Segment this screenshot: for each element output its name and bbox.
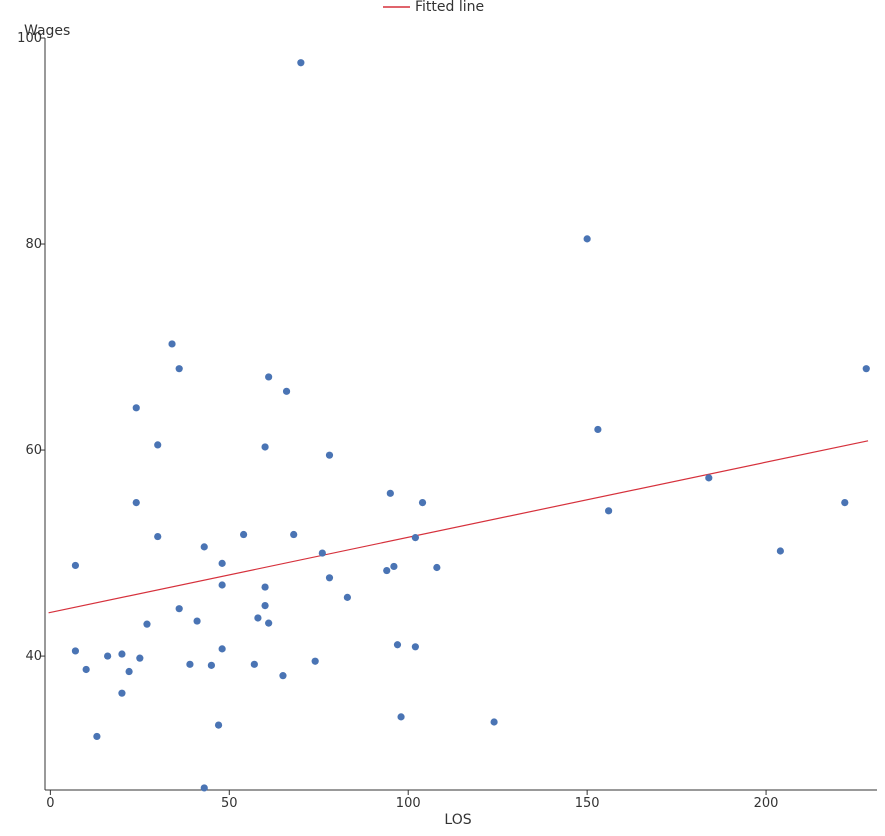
scatter-point xyxy=(776,547,784,555)
x-axis-title: LOS xyxy=(444,812,471,828)
scatter-point xyxy=(214,721,223,729)
scatter-point xyxy=(261,602,269,610)
scatter-point xyxy=(71,561,80,570)
y-tick-label: 60 xyxy=(25,443,42,458)
scatter-points xyxy=(71,59,870,792)
scatter-point xyxy=(218,645,226,653)
scatter-point xyxy=(325,451,334,459)
scatter-point xyxy=(265,619,273,627)
scatter-point xyxy=(594,425,602,434)
scatter-point xyxy=(200,784,208,792)
scatter-point xyxy=(261,583,269,591)
x-tick-label: 100 xyxy=(396,796,421,811)
y-tick-label: 80 xyxy=(25,237,42,252)
scatter-point xyxy=(282,387,291,395)
scatter-point xyxy=(132,404,140,412)
y-tick-label: 40 xyxy=(25,649,42,664)
scatter-point xyxy=(490,718,498,726)
scatter-point xyxy=(297,59,305,67)
scatter-point xyxy=(261,443,269,451)
scatter-point xyxy=(104,652,112,660)
scatter-point xyxy=(418,498,427,507)
scatter-point xyxy=(411,534,419,542)
scatter-point xyxy=(393,641,402,649)
scatter-point xyxy=(71,647,80,655)
scatter-point xyxy=(290,530,298,539)
scatter-point xyxy=(311,657,319,665)
x-tick-label: 50 xyxy=(221,796,238,811)
scatter-point xyxy=(186,660,194,668)
scatter-point xyxy=(175,365,183,373)
scatter-point xyxy=(705,474,713,482)
axes xyxy=(40,37,877,795)
y-tick-label: 100 xyxy=(17,31,42,46)
scatter-point xyxy=(390,562,398,571)
scatter-point xyxy=(240,530,248,539)
scatter-point xyxy=(118,689,126,697)
scatter-point xyxy=(343,593,351,601)
scatter-point xyxy=(433,563,441,572)
scatter-point xyxy=(82,665,90,674)
scatter-point xyxy=(383,566,391,575)
x-tick-label: 150 xyxy=(575,796,600,811)
legend: Fitted line xyxy=(383,0,484,15)
scatter-point xyxy=(118,650,126,658)
scatter-point xyxy=(862,365,870,373)
scatter-point xyxy=(325,574,334,582)
scatter-point xyxy=(200,543,208,551)
scatter-point xyxy=(168,340,176,348)
scatter-point xyxy=(193,617,201,625)
scatter-point xyxy=(250,660,258,668)
scatter-point xyxy=(605,507,613,515)
scatter-point xyxy=(136,654,144,662)
scatter-point xyxy=(175,605,183,613)
fitted-line xyxy=(48,440,869,614)
scatter-point xyxy=(411,643,419,651)
tick-labels: 0 50 100 150 200 40 60 80 100 xyxy=(17,31,778,811)
scatter-point xyxy=(154,532,162,541)
fitted-line-series xyxy=(48,440,869,614)
scatter-point xyxy=(254,614,262,622)
scatter-point xyxy=(93,732,101,741)
scatter-point xyxy=(583,235,591,243)
scatter-point xyxy=(143,620,151,628)
scatter-point xyxy=(125,667,133,676)
scatter-point xyxy=(841,498,849,507)
x-tick-label: 0 xyxy=(46,796,54,811)
scatter-point xyxy=(318,549,326,557)
scatter-point xyxy=(218,581,226,589)
scatter-point xyxy=(397,713,405,721)
scatter-point xyxy=(154,441,162,449)
legend-label: Fitted line xyxy=(415,0,484,15)
scatter-point xyxy=(386,489,394,497)
scatter-point xyxy=(218,559,226,567)
scatter-point xyxy=(207,661,215,669)
scatter-point xyxy=(132,498,140,507)
x-tick-label: 200 xyxy=(754,796,779,811)
scatter-point xyxy=(279,672,287,680)
scatter-point xyxy=(265,373,273,381)
y-axis-title: Wages xyxy=(24,23,70,39)
